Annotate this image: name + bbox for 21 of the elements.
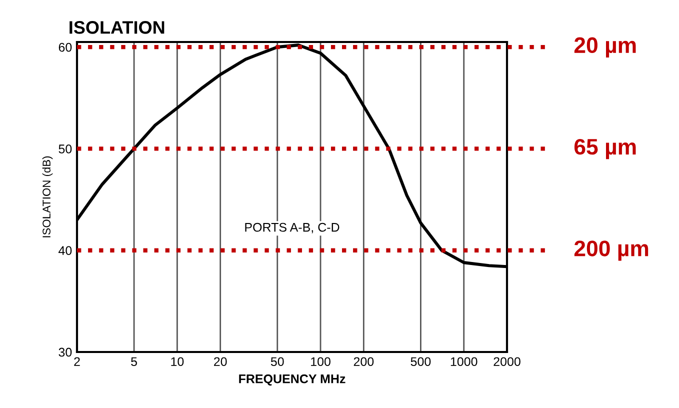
chart-title: ISOLATION [70, 21, 164, 34]
ref-line-label: 65 µm [574, 138, 636, 160]
y-tick-label: 60 [58, 42, 72, 52]
y-axis-title: ISOLATION (dB) [42, 156, 53, 238]
x-tick-label: 1000 [450, 357, 478, 366]
x-tick-label: 2000 [494, 357, 520, 366]
x-tick-label: 2 [74, 357, 80, 366]
x-tick-label: 100 [311, 357, 330, 366]
ref-line-label: 20 µm [574, 37, 636, 58]
annotation: PORTS A-B, C-D [245, 222, 340, 234]
x-tick-label: 500 [410, 357, 431, 366]
x-tick-label: 20 [214, 357, 227, 366]
x-tick-label: 5 [131, 357, 137, 366]
x-tick-label: 10 [171, 357, 184, 366]
x-axis-title: FREQUENCY MHz [239, 374, 346, 386]
x-tick-label: 200 [354, 357, 374, 366]
ref-line-label: 200 µm [574, 240, 648, 261]
y-tick-label: 40 [58, 246, 72, 256]
y-tick-label: 50 [58, 144, 72, 154]
x-tick-label: 50 [270, 357, 284, 366]
y-tick-label: 30 [58, 348, 72, 357]
